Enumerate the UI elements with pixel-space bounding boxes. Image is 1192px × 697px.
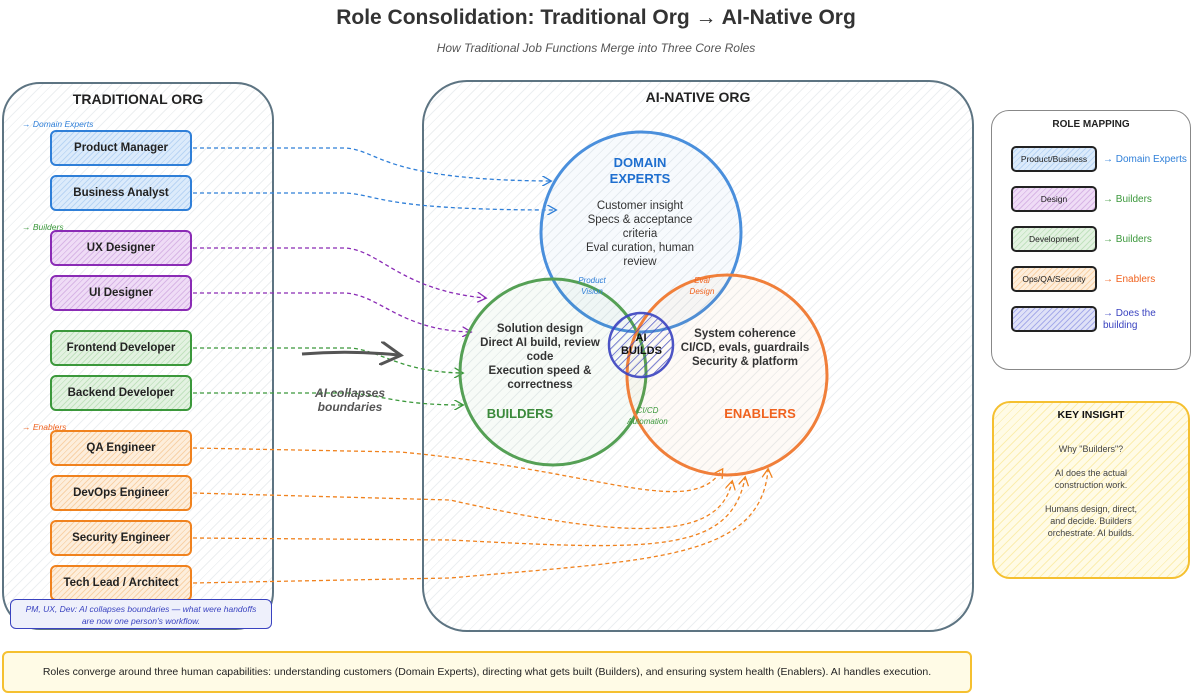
enablers-line: System coherence — [694, 328, 796, 340]
collapse-label: AI collapses boundaries — [314, 386, 386, 414]
arrow-ui-designer — [193, 292, 470, 332]
legend-box-ai — [1011, 306, 1097, 332]
legend-target-enablers: → Enablers — [1103, 274, 1156, 285]
legend-target-domain: → Domain Experts — [1103, 154, 1187, 165]
key-insight-title: KEY INSIGHT — [1057, 409, 1125, 421]
ai-builds-circle — [607, 311, 675, 379]
enablers-lines: System coherence CI/CD, evals, guardrail… — [680, 327, 810, 369]
enablers-circle — [625, 273, 829, 477]
builders-line: Direct AI build, review code — [480, 337, 600, 363]
traditional-org-title: TRADITIONAL ORG — [72, 91, 204, 107]
domain-experts-lines: Customer insight Specs & acceptance crit… — [580, 199, 700, 269]
arrow-business-analyst — [193, 192, 555, 210]
domain-line: Eval curation, human review — [585, 242, 695, 268]
footer-summary: Roles converge around three human capabi… — [2, 651, 972, 693]
role-frontend-developer: Frontend Developer — [50, 330, 192, 366]
domain-line: Customer insight — [596, 200, 684, 212]
role-product-manager: Product Manager — [50, 130, 192, 166]
ai-native-org-title: AI-NATIVE ORG — [645, 89, 751, 105]
legend-box-product-business: Product/Business — [1011, 146, 1097, 172]
arrow-security-engineer — [192, 478, 745, 547]
collapse-arrow — [301, 352, 398, 355]
arrow-backend-developer — [193, 392, 462, 405]
ai-builds-label: AI BUILDS — [621, 332, 662, 357]
legend-box-development: Development — [1011, 226, 1097, 252]
builders-line: Solution design — [496, 323, 584, 335]
group-label-enablers: → Enablers — [22, 422, 67, 432]
legend-target-builders: → Builders — [1103, 194, 1152, 205]
arrow-product-manager — [193, 147, 550, 181]
role-mapping-title: ROLE MAPPING — [1052, 119, 1130, 130]
key-insight-panel: KEY INSIGHT Why "Builders"? AI does the … — [992, 401, 1190, 579]
role-security-engineer: Security Engineer — [50, 520, 192, 556]
legend-box-ops: Ops/QA/Security — [1011, 266, 1097, 292]
collapse-note: PM, UX, Dev: AI collapses boundaries — w… — [10, 599, 272, 629]
role-backend-developer: Backend Developer — [50, 375, 192, 411]
arrow-qa-engineer — [192, 447, 722, 493]
overlap-cicd-automation: CI/CD Automation — [627, 406, 668, 426]
arrow-devops-engineer — [192, 482, 732, 530]
enablers-title: ENABLERS — [724, 406, 796, 421]
role-qa-engineer: QA Engineer — [50, 430, 192, 466]
insight-line: Why "Builders"? — [1058, 444, 1124, 454]
role-devops-engineer: DevOps Engineer — [50, 475, 192, 511]
diagram-subtitle: How Traditional Job Functions Merge into… — [436, 41, 756, 55]
overlap-product-vision: Product Vision — [578, 276, 606, 296]
group-label-domain: → Domain Experts — [22, 119, 94, 129]
arrow-tech-lead — [192, 470, 768, 584]
domain-line: Specs & acceptance criteria — [587, 214, 693, 240]
arrow-ux-designer — [193, 247, 485, 298]
legend-target-ai: → Does the building — [1103, 308, 1156, 331]
domain-experts-title: DOMAIN EXPERTS — [609, 155, 671, 186]
role-ui-designer: UI Designer — [50, 275, 192, 311]
legend-box-design: Design — [1011, 186, 1097, 212]
insight-line: AI does the actual construction work. — [1054, 468, 1128, 490]
builders-lines: Solution design Direct AI build, review … — [475, 322, 605, 392]
ai-native-org-panel: AI-NATIVE ORG — [422, 80, 974, 632]
role-ux-designer: UX Designer — [50, 230, 192, 266]
enablers-line: Security & platform — [691, 356, 799, 368]
enablers-line: CI/CD, evals, guardrails — [680, 342, 810, 354]
legend-target-builders: → Builders — [1103, 234, 1152, 245]
builders-line: Execution speed & correctness — [488, 365, 592, 391]
group-label-builders: → Builders — [22, 222, 64, 232]
diagram-title: Role Consolidation: Traditional Org → AI… — [336, 6, 856, 29]
role-business-analyst: Business Analyst — [50, 175, 192, 211]
overlap-eval-design: Eval Design — [689, 276, 715, 296]
builders-title: BUILDERS — [486, 406, 554, 421]
insight-line: Humans design, direct, and decide. Build… — [1044, 504, 1138, 538]
